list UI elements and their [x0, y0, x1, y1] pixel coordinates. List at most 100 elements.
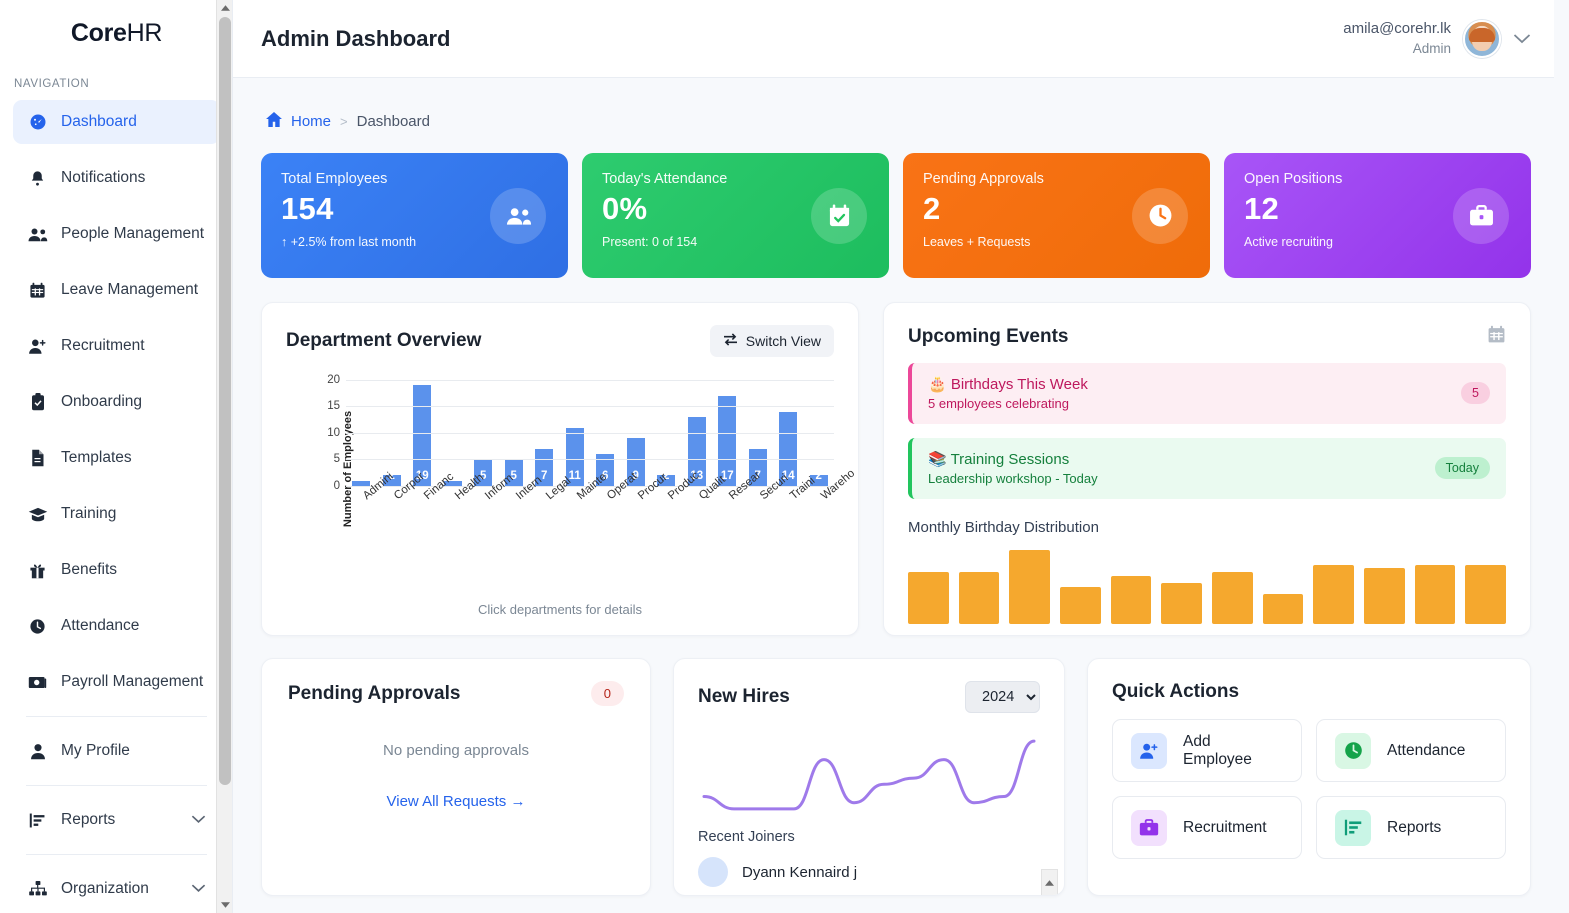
department-bar[interactable]: 5	[504, 459, 523, 486]
bar-column[interactable]	[438, 369, 469, 486]
user-menu[interactable]: amila@corehr.lk Admin	[1343, 19, 1531, 58]
quick-action-add-employee[interactable]: Add Employee	[1112, 719, 1302, 782]
bar-column[interactable]: 6	[590, 369, 621, 486]
joiners-scroll-up-button[interactable]	[1041, 869, 1058, 895]
chevron-down-icon[interactable]	[1513, 28, 1531, 49]
bar-column[interactable]: 5	[468, 369, 499, 486]
sidebar-item-benefits[interactable]: Benefits	[13, 548, 220, 592]
bar-column[interactable]: 9	[621, 369, 652, 486]
department-bar[interactable]: 14	[779, 411, 798, 486]
department-bar[interactable]	[443, 480, 462, 486]
bar-column[interactable]	[346, 369, 377, 486]
chevron-down-icon[interactable]	[191, 880, 206, 898]
bar-chart-icon	[27, 812, 48, 829]
year-select[interactable]: 202420232022	[965, 681, 1040, 713]
pending-approvals-card: Pending Approvals 0 No pending approvals…	[261, 658, 651, 896]
department-card-title: Department Overview	[286, 330, 482, 351]
bar-column[interactable]: 7	[743, 369, 774, 486]
bar-column[interactable]: 14	[773, 369, 804, 486]
bar-column[interactable]: 5	[499, 369, 530, 486]
pending-card-header: Pending Approvals 0	[288, 681, 624, 706]
chevron-down-icon[interactable]	[191, 811, 206, 829]
stat-label: Today's Attendance	[602, 171, 728, 187]
stat-label: Total Employees	[281, 171, 388, 187]
department-bar[interactable]: 2	[382, 470, 401, 486]
page-scrollbar[interactable]	[1554, 0, 1569, 913]
calendar-icon	[1487, 325, 1506, 349]
stat-card-pending-approvals[interactable]: Pending Approvals 2 Leaves + Requests	[903, 153, 1210, 278]
stat-card-todays-attendance[interactable]: Today's Attendance 0% Present: 0 of 154	[582, 153, 889, 278]
sidebar-item-my-profile[interactable]: My Profile	[13, 729, 220, 773]
quick-actions-grid: Add Employee Attendance Recruitment	[1112, 719, 1506, 859]
sidebar-item-onboarding[interactable]: Onboarding	[13, 380, 220, 424]
department-bar[interactable]: 7	[535, 448, 554, 486]
bar-column[interactable]: 2	[377, 369, 408, 486]
quick-action-recruitment[interactable]: Recruitment	[1112, 796, 1302, 859]
quick-action-reports[interactable]: Reports	[1316, 796, 1506, 859]
quick-action-label: Recruitment	[1183, 818, 1267, 836]
clipboard-check-icon	[27, 393, 48, 411]
bar-column[interactable]: 11	[560, 369, 591, 486]
user-plus-icon	[27, 338, 48, 355]
sidebar-item-people-management[interactable]: People Management	[13, 212, 220, 256]
bar-value-label: 2	[663, 470, 670, 482]
department-bar[interactable]: 9	[626, 438, 645, 486]
sidebar-item-label: Recruitment	[61, 337, 145, 354]
sidebar-item-leave-management[interactable]: Leave Management	[13, 268, 220, 312]
quick-action-attendance[interactable]: Attendance	[1316, 719, 1506, 782]
bar-column[interactable]: 13	[682, 369, 713, 486]
sidebar-item-label: Training	[61, 505, 117, 522]
brand-logo[interactable]: Core HR	[0, 0, 232, 66]
bar-column[interactable]: 19	[407, 369, 438, 486]
bar-column[interactable]: 17	[712, 369, 743, 486]
list-item[interactable]: Dyann Kennaird j	[698, 857, 1040, 887]
scroll-up-arrow-icon[interactable]	[217, 0, 232, 16]
bar-column[interactable]: 7	[529, 369, 560, 486]
department-bar[interactable]: 13	[687, 416, 706, 486]
new-hires-sparkline	[698, 729, 1040, 821]
department-bar[interactable]: 6	[596, 454, 615, 486]
stat-label: Open Positions	[1244, 171, 1343, 187]
department-bar[interactable]	[352, 480, 371, 486]
sidebar-item-dashboard[interactable]: Dashboard	[13, 100, 220, 144]
sidebar-item-attendance[interactable]: Attendance	[13, 604, 220, 648]
view-all-requests-link[interactable]: View All Requests →	[386, 793, 526, 810]
switch-view-button[interactable]: Switch View	[709, 325, 834, 357]
pending-card-title: Pending Approvals	[288, 682, 461, 704]
department-bar[interactable]: 7	[748, 448, 767, 486]
bar-value-label: 14	[781, 470, 795, 482]
quick-action-label: Add Employee	[1183, 732, 1252, 768]
sidebar-item-templates[interactable]: Templates	[13, 436, 220, 480]
event-training[interactable]: 📚 Training Sessions Leadership workshop …	[908, 438, 1506, 499]
department-bar[interactable]: 2	[809, 470, 828, 486]
sidebar-item-training[interactable]: Training	[13, 492, 220, 536]
department-card-header: Department Overview Switch View	[286, 325, 834, 357]
sidebar-item-organization[interactable]: Organization	[13, 867, 220, 911]
stat-card-open-positions[interactable]: Open Positions 12 Active recruiting	[1224, 153, 1531, 278]
breadcrumb-home-link[interactable]: Home	[291, 113, 332, 130]
switch-icon	[723, 333, 738, 349]
department-bar[interactable]: 5	[474, 459, 493, 486]
scroll-down-arrow-icon[interactable]	[217, 897, 232, 913]
sidebar-divider-2	[26, 785, 207, 786]
sidebar-item-payroll-management[interactable]: Payroll Management	[13, 660, 220, 704]
avatar[interactable]	[1463, 19, 1501, 58]
sidebar-item-notifications[interactable]: Notifications	[13, 156, 220, 200]
y-axis-tick: 10	[327, 426, 340, 439]
bar-column[interactable]: 2	[804, 369, 835, 486]
sidebar-item-reports[interactable]: Reports	[13, 798, 220, 842]
sidebar-scrollbar[interactable]	[216, 0, 232, 913]
event-birthdays[interactable]: 🎂 Birthdays This Week 5 employees celebr…	[908, 363, 1506, 424]
gridline	[346, 486, 834, 487]
sidebar-scrollbar-thumb[interactable]	[219, 17, 231, 785]
bar-column[interactable]: 2	[651, 369, 682, 486]
department-bar[interactable]: 17	[718, 395, 737, 486]
department-bar[interactable]: 2	[657, 470, 676, 486]
department-bar[interactable]: 19	[413, 384, 432, 486]
quick-action-label: Reports	[1387, 818, 1442, 836]
department-bar[interactable]: 11	[565, 427, 584, 486]
birthday-bar	[1060, 586, 1101, 624]
bar-value-label: 9	[632, 470, 639, 482]
stat-card-total-employees[interactable]: Total Employees 154 ↑ +2.5% from last mo…	[261, 153, 568, 278]
sidebar-item-recruitment[interactable]: Recruitment	[13, 324, 220, 368]
